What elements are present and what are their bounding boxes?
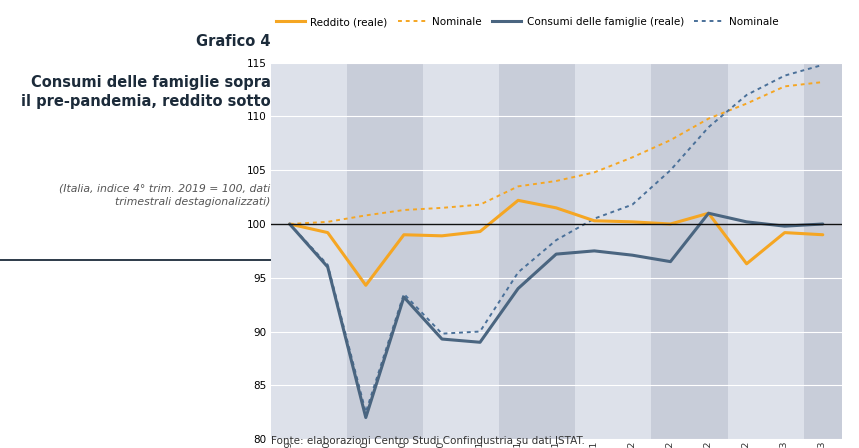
Bar (728, 63, 765, 439)
Bar (347, 63, 385, 439)
Bar (804, 63, 842, 439)
Bar (385, 63, 423, 439)
Bar (423, 63, 461, 439)
Bar (651, 63, 690, 439)
Bar (576, 63, 613, 439)
Text: Consumi delle famiglie sopra
il pre-pandemia, reddito sotto: Consumi delle famiglie sopra il pre-pand… (21, 75, 271, 109)
Bar (308, 63, 347, 439)
Legend: Reddito (reale), Nominale, Consumi delle famiglie (reale), Nominale: Reddito (reale), Nominale, Consumi delle… (276, 17, 778, 27)
Bar (765, 63, 804, 439)
Bar (613, 63, 651, 439)
Bar (271, 63, 308, 439)
Text: (Italia, indice 4° trim. 2019 = 100, dati
trimestrali destagionalizzati): (Italia, indice 4° trim. 2019 = 100, dat… (59, 184, 271, 207)
Text: Fonte: elaborazioni Centro Studi Confindustria su dati ISTAT.: Fonte: elaborazioni Centro Studi Confind… (271, 436, 584, 446)
Bar (461, 63, 499, 439)
Bar (499, 63, 537, 439)
Bar (537, 63, 576, 439)
Bar (690, 63, 728, 439)
Text: Grafico 4: Grafico 4 (196, 34, 271, 49)
